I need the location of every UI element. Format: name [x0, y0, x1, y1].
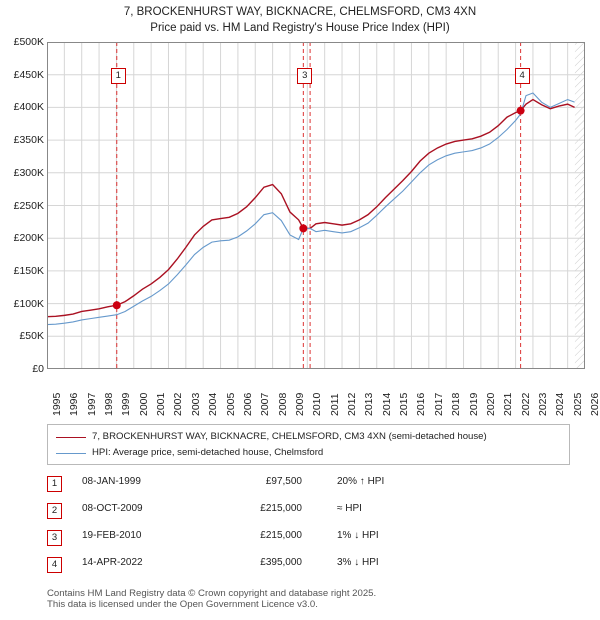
table-row: 4 14-APR-2022 £395,000 3% ↓ HPI	[47, 553, 568, 580]
y-tick-label: £100K	[13, 297, 44, 310]
x-tick-label: 2024	[554, 392, 567, 416]
footer-line-1: Contains HM Land Registry data © Crown c…	[47, 588, 377, 599]
y-axis-labels: £0 £50K £100K £150K £200K £250K £300K £350K £400…	[0, 36, 44, 375]
x-tick-label: 2005	[224, 392, 237, 416]
x-tick-label: 2019	[467, 392, 480, 416]
row-hpi-delta: 20% ↑ HPI	[337, 476, 385, 487]
x-tick-label: 2000	[137, 392, 150, 416]
chart-plot-area: 1 3 4	[47, 42, 585, 369]
y-tick-label: £150K	[13, 264, 44, 277]
chart-callout-4: 4	[514, 68, 530, 84]
row-date: 14-APR-2022	[82, 557, 143, 568]
x-tick-label: 2014	[380, 392, 393, 416]
x-tick-label: 2016	[415, 392, 428, 416]
chart-callout-3: 3	[297, 68, 313, 84]
y-tick-label: £350K	[13, 134, 44, 147]
row-price: £395,000	[260, 557, 302, 568]
legend-swatch-hpi	[56, 453, 86, 454]
x-tick-label: 2022	[519, 392, 532, 416]
x-tick-label: 2009	[293, 392, 306, 416]
x-tick-label: 2018	[450, 392, 463, 416]
row-hpi-delta: ≈ HPI	[337, 503, 362, 514]
x-axis-labels: 1995 1996 1997 1998 1999 2000 2001 2002 2003 2004…	[47, 372, 600, 418]
x-tick-label: 2008	[276, 392, 289, 416]
x-tick-label: 1995	[51, 392, 63, 416]
x-tick-label: 2023	[536, 392, 549, 416]
y-tick-label: £200K	[13, 232, 44, 245]
x-tick-label: 2002	[172, 392, 185, 416]
row-price: £97,500	[265, 476, 302, 487]
row-hpi-delta: 3% ↓ HPI	[337, 557, 379, 568]
row-price: £215,000	[260, 503, 302, 514]
y-tick-label: £500K	[13, 36, 44, 48]
y-tick-label: £50K	[19, 330, 44, 343]
table-row: 1 08-JAN-1999 £97,500 20% ↑ HPI	[47, 472, 568, 499]
transactions-table: 1 08-JAN-1999 £97,500 20% ↑ HPI 2 08-OCT-2009…	[47, 472, 568, 580]
x-tick-label: 2013	[363, 392, 376, 416]
x-tick-label: 2001	[155, 392, 168, 416]
y-tick-label: £450K	[13, 68, 44, 81]
x-tick-label: 2015	[398, 392, 411, 416]
row-marker-number: 2	[47, 503, 62, 519]
x-tick-label: 2026	[589, 392, 600, 416]
legend-swatch-property	[56, 437, 86, 438]
x-tick-label: 1996	[68, 392, 81, 416]
legend-label-hpi: HPI: Average price, semi-detached house,…	[92, 447, 324, 458]
row-hpi-delta: 1% ↓ HPI	[337, 530, 379, 541]
y-tick-label: £400K	[13, 101, 44, 114]
table-row: 3 19-FEB-2010 £215,000 1% ↓ HPI	[47, 526, 568, 553]
row-price: £215,000	[260, 530, 302, 541]
y-tick-label: £0	[32, 363, 44, 375]
price-chart-svg	[47, 42, 585, 369]
x-tick-label: 2012	[346, 392, 359, 416]
footer-text: Contains HM Land Registry data © Crown c…	[47, 588, 587, 610]
x-tick-label: 2021	[502, 392, 515, 416]
y-tick-label: £250K	[13, 199, 44, 212]
table-row: 2 08-OCT-2009 £215,000 ≈ HPI	[47, 499, 568, 526]
x-tick-label: 2025	[571, 392, 584, 416]
row-marker-number: 1	[47, 476, 62, 492]
x-tick-label: 2017	[432, 392, 445, 416]
legend-label-property: 7, BROCKENHURST WAY, BICKNACRE, CHELMSFO…	[92, 431, 487, 442]
x-tick-label: 2007	[259, 392, 272, 416]
row-date: 08-OCT-2009	[82, 503, 143, 514]
row-marker-number: 4	[47, 557, 62, 573]
x-tick-label: 2010	[311, 392, 324, 416]
x-tick-label: 2003	[189, 392, 202, 416]
title-line-2: Price paid vs. HM Land Registry's House …	[150, 22, 450, 34]
chart-callout-1: 1	[110, 68, 126, 84]
footer-line-2: This data is licensed under the Open Gov…	[47, 599, 318, 610]
row-date: 08-JAN-1999	[82, 476, 141, 487]
chart-legend: 7, BROCKENHURST WAY, BICKNACRE, CHELMSFO…	[47, 424, 570, 465]
row-date: 19-FEB-2010	[82, 530, 142, 541]
x-tick-label: 2020	[484, 392, 497, 416]
x-tick-label: 1998	[103, 392, 116, 416]
row-marker-number: 3	[47, 530, 62, 546]
page-title: 7, BROCKENHURST WAY, BICKNACRE, CHELMSFO…	[0, 4, 600, 36]
x-tick-label: 1999	[120, 392, 133, 416]
x-tick-label: 2011	[328, 393, 341, 416]
y-tick-label: £300K	[13, 166, 44, 179]
x-tick-label: 2006	[241, 392, 254, 416]
title-line-1: 7, BROCKENHURST WAY, BICKNACRE, CHELMSFO…	[123, 6, 477, 18]
x-tick-label: 1997	[85, 392, 98, 416]
x-tick-label: 2004	[207, 392, 220, 416]
